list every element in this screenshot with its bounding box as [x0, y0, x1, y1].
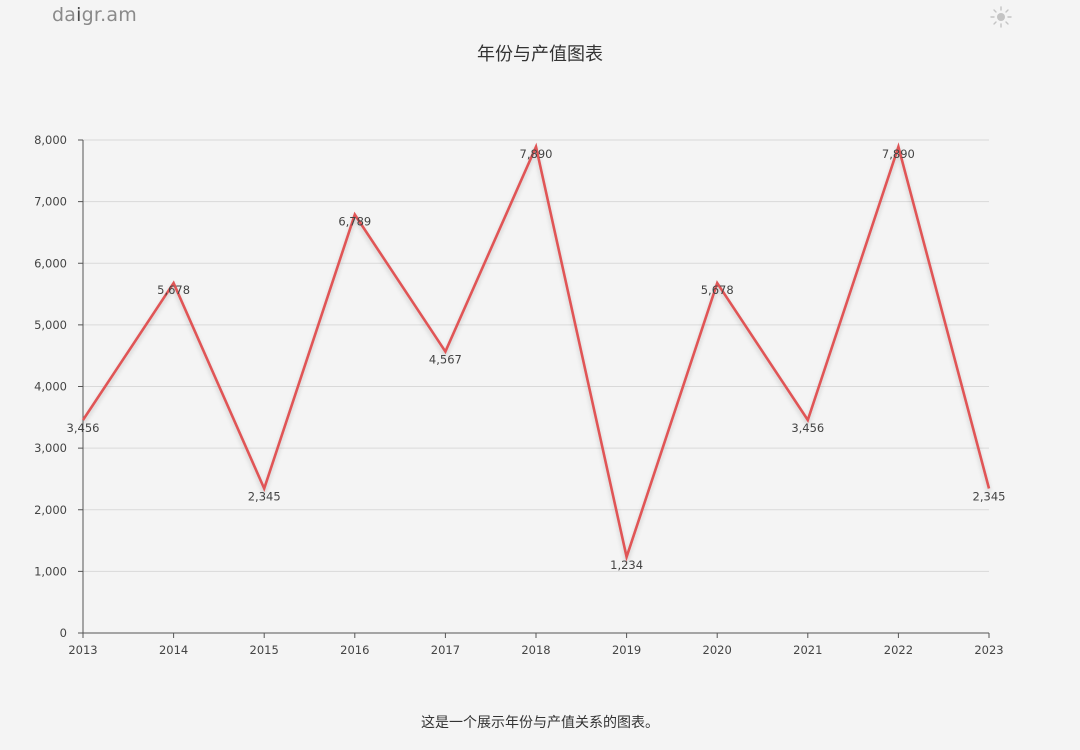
x-tick-label: 2013	[68, 643, 97, 657]
x-tick-label: 2016	[340, 643, 369, 657]
brand-prefix: da	[52, 4, 77, 26]
x-tick-label: 2019	[612, 643, 641, 657]
chart-title: 年份与产值图表	[477, 44, 603, 65]
y-tick-label: 8,000	[34, 133, 67, 147]
data-label: 7,890	[520, 147, 553, 161]
data-label: 7,890	[882, 147, 915, 161]
x-tick-label: 2017	[431, 643, 460, 657]
y-tick-label: 0	[60, 626, 67, 640]
y-tick-label: 3,000	[34, 441, 67, 455]
x-tick-label: 2023	[974, 643, 1003, 657]
brand-logo[interactable]: daigr.am	[52, 4, 137, 26]
series-line-0	[81, 142, 991, 562]
x-tick-label: 2020	[703, 643, 732, 657]
data-label: 5,678	[157, 283, 190, 297]
y-tick-label: 7,000	[34, 195, 67, 209]
sun-icon	[990, 6, 1012, 28]
data-label: 1,234	[610, 558, 643, 572]
data-label: 6,789	[338, 215, 371, 229]
data-label: 5,678	[701, 283, 734, 297]
x-tick-label: 2022	[884, 643, 913, 657]
y-tick-label: 2,000	[34, 503, 67, 517]
x-tick-label: 2018	[521, 643, 550, 657]
data-label: 4,567	[429, 353, 462, 367]
theme-toggle-button[interactable]	[988, 4, 1014, 30]
data-label: 2,345	[973, 489, 1006, 503]
data-label: 3,456	[67, 421, 100, 435]
y-tick-label: 1,000	[34, 564, 67, 578]
x-tick-label: 2021	[793, 643, 822, 657]
data-label: 3,456	[791, 421, 824, 435]
brand-highlight: i	[76, 4, 82, 26]
x-tick-label: 2015	[250, 643, 279, 657]
y-tick-label: 5,000	[34, 318, 67, 332]
x-tick-label: 2014	[159, 643, 188, 657]
data-label: 2,345	[248, 489, 281, 503]
chart-caption: 这是一个展示年份与产值关系的图表。	[421, 715, 659, 731]
y-tick-label: 4,000	[34, 380, 67, 394]
y-tick-label: 6,000	[34, 256, 67, 270]
brand-suffix: gr.am	[81, 4, 137, 26]
